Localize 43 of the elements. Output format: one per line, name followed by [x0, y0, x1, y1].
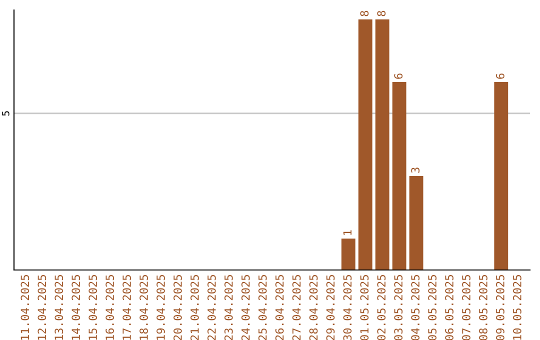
x-tick-label: 16.04.2025	[106, 275, 114, 340]
x-tick-label: 01.05.2025	[360, 275, 369, 340]
x-tick-label: 24.04.2025	[241, 275, 250, 340]
x-tick-label: 03.05.2025	[394, 275, 403, 340]
x-tick-label: 23.04.2025	[224, 275, 233, 340]
data-label: 1	[343, 230, 352, 235]
x-tick-label: 04.05.2025	[411, 275, 420, 340]
x-tick-label: 07.05.2025	[462, 275, 470, 340]
x-tick-label: 10.05.2025	[512, 275, 522, 340]
x-tick-label: 17.04.2025	[122, 275, 131, 340]
x-tick-label: 28.04.2025	[309, 275, 318, 340]
x-tick-label: 09.05.2025	[496, 275, 504, 340]
bar	[358, 19, 372, 270]
data-label: 6	[496, 74, 504, 79]
x-tick-label: 20.04.2025	[173, 275, 182, 340]
x-tick-label: 15.04.2025	[88, 275, 98, 340]
x-tick-label: 29.04.2025	[326, 275, 335, 340]
x-tick-label: 08.05.2025	[479, 275, 488, 340]
x-tick-label: 12.04.2025	[38, 275, 46, 340]
data-label: 8	[360, 10, 369, 16]
x-tick-label: 06.05.2025	[445, 275, 454, 340]
bar	[341, 238, 356, 270]
x-tick-label: 13.04.2025	[54, 275, 64, 340]
bar	[392, 82, 406, 270]
x-tick-label: 22.04.2025	[207, 275, 216, 340]
bar	[375, 19, 390, 270]
bar	[409, 176, 424, 270]
x-tick-label: 25.04.2025	[258, 275, 267, 340]
x-tick-label: 02.05.2025	[377, 275, 386, 340]
x-tick-label: 19.04.2025	[156, 275, 165, 340]
data-label: 8	[377, 10, 386, 16]
x-tick-label: 11.04.2025	[20, 275, 30, 340]
x-tick-label: 27.04.2025	[292, 275, 301, 340]
data-label: 3	[411, 168, 420, 173]
data-label: 6	[394, 74, 403, 79]
x-tick-label: 21.04.2025	[190, 275, 199, 340]
bar	[494, 82, 508, 270]
y-tick-label: 5	[2, 111, 10, 116]
x-tick-label: 26.04.2025	[275, 275, 284, 340]
x-tick-label: 14.04.2025	[72, 275, 80, 340]
x-tick-label: 18.04.2025	[140, 275, 148, 340]
x-tick-label: 30.04.2025	[343, 275, 352, 340]
x-tick-label: 05.05.2025	[428, 275, 437, 340]
